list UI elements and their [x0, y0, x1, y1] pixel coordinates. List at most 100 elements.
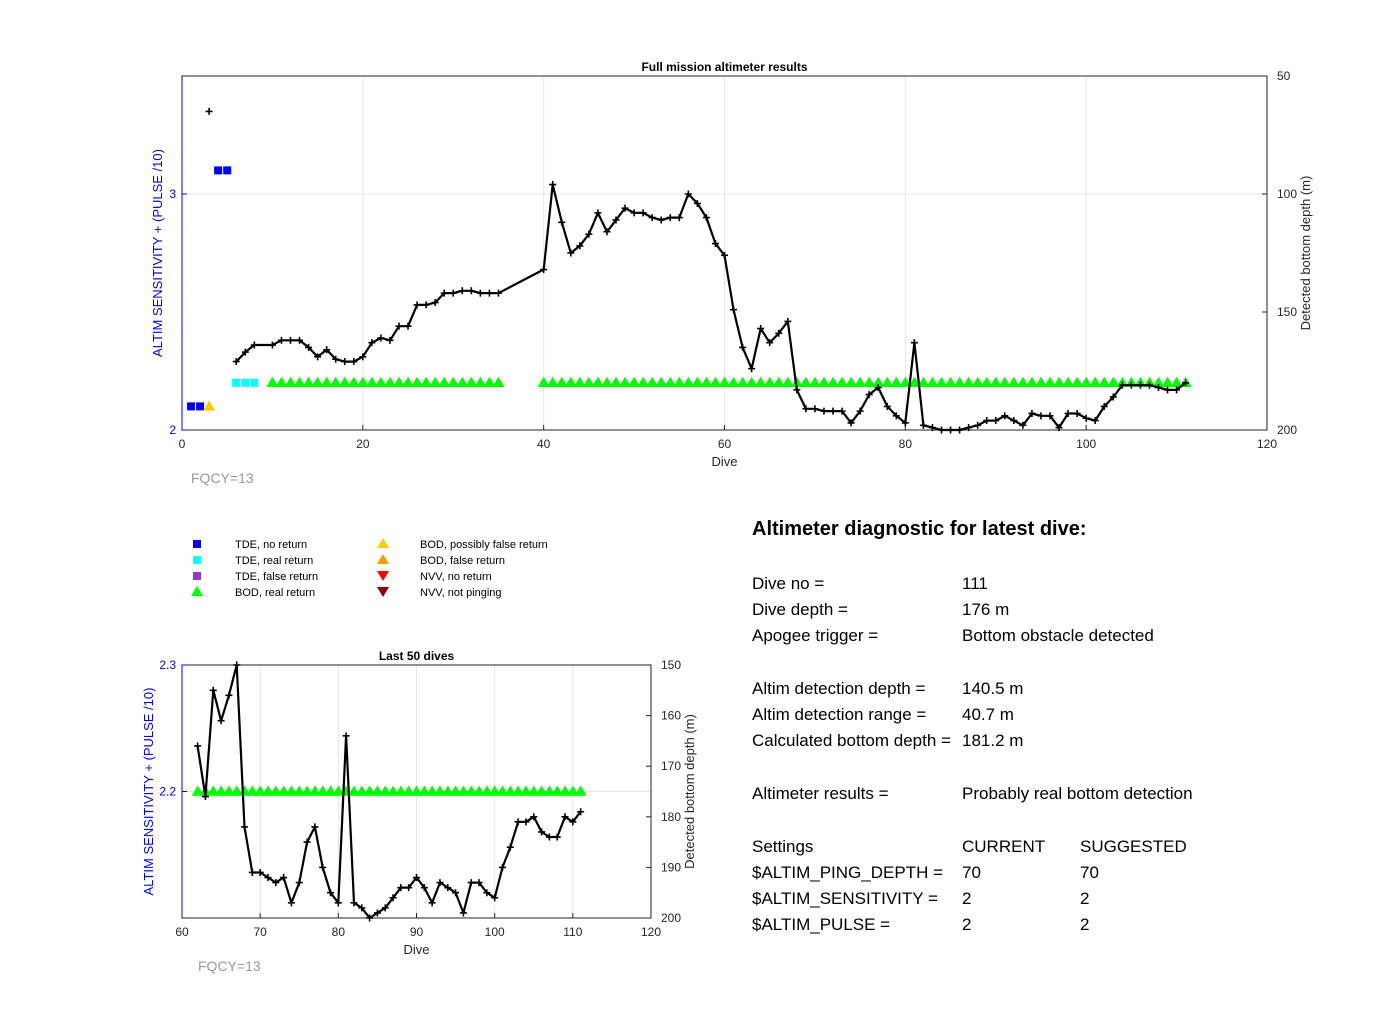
bod-marker: [363, 785, 376, 796]
x-tick-label: 60: [175, 925, 189, 939]
bod-marker: [591, 376, 604, 387]
x-tick-label: 120: [1257, 437, 1277, 451]
depth-point: [233, 661, 241, 669]
pulse-suggested: 2: [1080, 915, 1090, 934]
bod-marker: [727, 376, 740, 387]
depth-point: [865, 391, 873, 399]
ping-depth-label: $ALTIM_PING_DEPTH =: [752, 863, 943, 882]
depth-point: [217, 717, 225, 725]
depth-point: [1164, 386, 1172, 394]
depth-point: [838, 407, 846, 415]
depth-point: [296, 336, 304, 344]
current-label: CURRENT: [962, 837, 1046, 856]
tde-marker: [196, 402, 205, 411]
legend-label: TDE, real return: [235, 555, 313, 567]
bod-marker: [646, 376, 659, 387]
depth-point: [327, 889, 335, 897]
bod-marker: [465, 785, 478, 796]
bod-marker: [908, 376, 921, 387]
depth-point: [449, 289, 457, 297]
depth-point: [1046, 412, 1054, 420]
bod-marker: [293, 376, 306, 387]
bod-marker: [215, 785, 228, 796]
depth-point: [225, 691, 233, 699]
bod-marker: [863, 376, 876, 387]
bod-marker: [433, 785, 446, 796]
bod-marker: [1152, 376, 1165, 387]
bod-marker: [441, 785, 454, 796]
bod-marker: [1044, 376, 1056, 387]
y-right-tick-label: 170: [661, 759, 681, 773]
y-left-tick-label: 2: [169, 423, 176, 437]
depth-point: [358, 904, 366, 912]
altim-detection-range-label: Altim detection range =: [752, 705, 927, 724]
depth-point: [928, 424, 936, 432]
bod-marker: [474, 376, 487, 387]
depth-point: [483, 889, 491, 897]
bod-marker: [1053, 376, 1066, 387]
depth-point: [1100, 402, 1108, 410]
depth-point: [404, 322, 412, 330]
depth-point: [856, 407, 864, 415]
bod-marker: [457, 785, 470, 796]
depth-point: [553, 833, 561, 841]
bod-marker: [269, 785, 282, 796]
bod-marker: [637, 376, 650, 387]
bod-marker: [320, 376, 333, 387]
bod-marker: [926, 376, 939, 387]
depth-point: [1182, 379, 1190, 387]
bod-marker: [365, 376, 378, 387]
bod-marker: [1071, 376, 1084, 387]
depth-line: [196, 663, 582, 920]
depth-point: [603, 228, 611, 236]
depth-point: [1064, 409, 1072, 417]
depth-point: [268, 341, 276, 349]
depth-point: [311, 823, 319, 831]
tde-marker: [250, 378, 259, 387]
bod-marker: [628, 376, 641, 387]
bod-marker: [535, 785, 548, 796]
depth-point: [428, 899, 436, 907]
depth-point: [874, 384, 882, 392]
bod-marker: [308, 785, 321, 796]
depth-point: [561, 813, 569, 821]
bod-marker: [537, 376, 550, 387]
dive-depth-label: Dive depth =: [752, 600, 848, 619]
bod-marker: [709, 376, 722, 387]
bod-marker: [301, 785, 314, 796]
depth-point: [475, 879, 483, 887]
depth-point: [910, 339, 918, 347]
bod-marker: [655, 376, 668, 387]
y-right-tick-label: 200: [661, 911, 681, 925]
legend-triangle-down-icon: [377, 587, 389, 597]
tde-marker: [223, 166, 232, 175]
depth-point: [389, 894, 397, 902]
depth-point: [264, 874, 272, 882]
depth-point: [648, 214, 656, 222]
depth-point: [413, 874, 420, 882]
dive-no-label: Dive no =: [752, 574, 825, 593]
apogee-label: Apogee trigger =: [752, 626, 879, 645]
bod-marker: [944, 376, 957, 387]
bod-marker: [1170, 376, 1183, 387]
depth-point: [485, 289, 493, 297]
depth-point: [1073, 409, 1081, 417]
bod-marker: [285, 785, 298, 796]
depth-point: [241, 348, 249, 356]
depth-point: [341, 358, 349, 366]
y-right-tick-label: 200: [1277, 423, 1297, 437]
depth-point: [476, 289, 484, 297]
bod-marker: [1034, 376, 1047, 387]
bod-marker: [311, 376, 324, 387]
depth-point: [1010, 417, 1018, 425]
y-right-tick-label: 100: [1277, 187, 1297, 201]
bod-marker: [718, 376, 731, 387]
depth-point: [491, 894, 499, 902]
bod-marker: [191, 785, 204, 796]
bod-marker: [374, 376, 387, 387]
bod-marker: [808, 376, 821, 387]
depth-point: [594, 209, 602, 217]
bod-marker: [989, 376, 1002, 387]
fqcy-label: FQCY=13: [191, 470, 254, 486]
